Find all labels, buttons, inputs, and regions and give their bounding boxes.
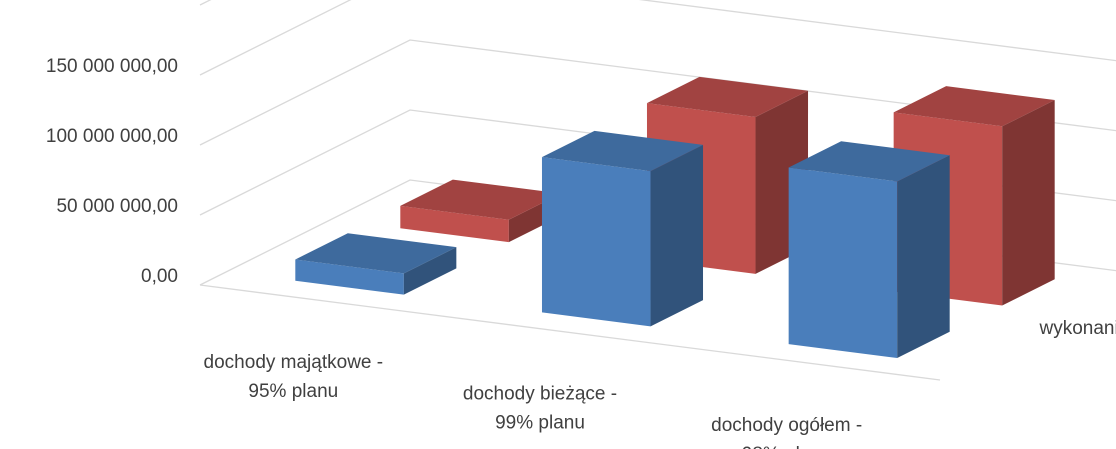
bar-side	[403, 247, 457, 295]
bar-top	[400, 179, 562, 220]
y-tick-label: 100 000 000,00	[46, 126, 178, 147]
x-tick-label: 98% planu	[742, 444, 832, 449]
y-tick-label: 50 000 000,00	[56, 196, 178, 217]
x-tick-label: 95% planu	[248, 381, 338, 402]
bar-top	[295, 233, 457, 274]
x-tick-label: dochody bieżące -	[463, 384, 617, 405]
x-tick-label: dochody ogółem -	[711, 415, 862, 436]
bar-front	[295, 259, 404, 295]
bar	[400, 179, 562, 243]
x-tick-label: 99% planu	[495, 413, 585, 434]
grid-line	[199, 0, 1116, 76]
floor-edge	[199, 284, 941, 381]
bar-top	[788, 141, 950, 182]
bar-top	[893, 86, 1055, 127]
bar-side	[897, 155, 950, 359]
legend-label: wykonanie (zł)	[1039, 318, 1116, 339]
bar-top	[541, 130, 704, 172]
bar	[541, 130, 704, 327]
bar-front	[400, 205, 509, 243]
bar	[788, 141, 950, 359]
bar-front	[541, 157, 651, 327]
x-tick-label: dochody majątkowe -	[204, 352, 384, 373]
grid-line	[199, 39, 1116, 146]
grid-line	[199, 0, 212, 6]
bar-front	[788, 167, 898, 359]
bar	[295, 233, 457, 295]
bar-top	[646, 76, 809, 118]
y-tick-label: 0,00	[141, 266, 178, 287]
bar-side	[650, 144, 704, 327]
bar-side	[1002, 100, 1055, 306]
y-tick-label: 150 000 000,00	[46, 56, 178, 77]
